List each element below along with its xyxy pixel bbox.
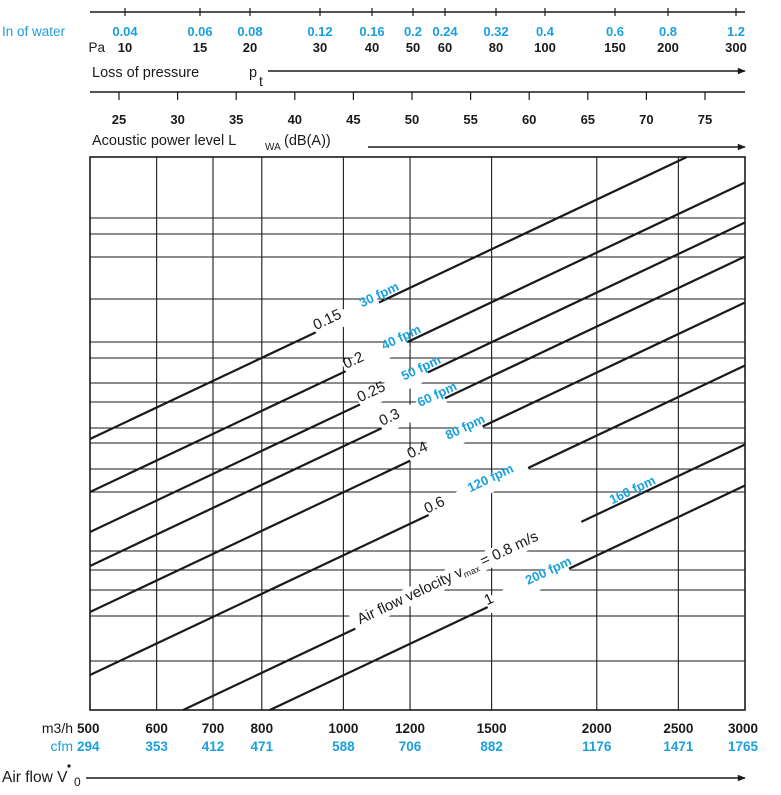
airflow-label-text: Air flow V bbox=[2, 769, 68, 786]
pressure-tick-pa: 100 bbox=[534, 40, 556, 55]
pressure-scale: In of water Pa 0.04100.06150.08200.12300… bbox=[2, 8, 747, 89]
acoustic-tick-label: 40 bbox=[288, 112, 302, 127]
pressure-label-text: Loss of pressure bbox=[92, 65, 199, 81]
line-label-gap bbox=[377, 390, 449, 435]
line-label-gap bbox=[356, 364, 431, 411]
acoustic-tick-label: 65 bbox=[581, 112, 595, 127]
acoustic-scale: 25 30 35 40 45 50 55 60 65 70 75 Acoustic power le… bbox=[90, 91, 746, 153]
x-tick-cfm: 471 bbox=[251, 739, 274, 754]
pressure-tick-pa: 15 bbox=[193, 40, 207, 55]
acoustic-tick-label: 55 bbox=[463, 112, 477, 127]
pressure-tick-pa: 150 bbox=[604, 40, 626, 55]
pressure-tick-pa: 10 bbox=[118, 40, 132, 55]
acoustic-label-post: (dB(A)) bbox=[284, 133, 331, 149]
pressure-label: Loss of pressure bbox=[92, 65, 199, 81]
x-tick-m3h: 700 bbox=[202, 721, 225, 736]
acoustic-tick-label: 25 bbox=[112, 112, 126, 127]
airflow-dot-accent bbox=[67, 764, 71, 768]
line-label-gap bbox=[424, 459, 532, 522]
plot-frame bbox=[89, 156, 746, 711]
velocity-line-0.15 bbox=[89, 156, 688, 440]
velocity-caption-gap bbox=[349, 508, 583, 632]
unit-in-of-water: In of water bbox=[2, 24, 66, 39]
x-tick-cfm: 706 bbox=[399, 739, 422, 754]
acoustic-label: Acoustic power level L bbox=[92, 133, 236, 149]
x-tick-m3h: 500 bbox=[77, 721, 100, 736]
acoustic-label-sub: WA bbox=[265, 142, 281, 153]
pressure-tick-in: 0.04 bbox=[112, 24, 138, 39]
x-tick-cfm: 294 bbox=[77, 739, 100, 754]
x-tick-cfm: 1176 bbox=[582, 739, 612, 754]
x-tick-cfm: 1765 bbox=[728, 739, 759, 754]
velocity-caption-eq: = 0.8 m/s bbox=[474, 528, 541, 572]
x-tick-cfm: 353 bbox=[145, 739, 168, 754]
x-tick-m3h: 1000 bbox=[328, 721, 358, 736]
pressure-tick-in: 0.6 bbox=[606, 24, 624, 39]
x-tick-cfm: 882 bbox=[480, 739, 503, 754]
pressure-tick-in: 0.8 bbox=[659, 24, 677, 39]
line-label-gap bbox=[341, 334, 411, 378]
pressure-tick-pa: 40 bbox=[365, 40, 379, 55]
x-tick-m3h: 2500 bbox=[663, 721, 693, 736]
pressure-tick-in: 0.08 bbox=[237, 24, 262, 39]
acoustic-tick-label: 75 bbox=[698, 112, 712, 127]
x-tick-cfm: 412 bbox=[202, 739, 225, 754]
x-tick-m3h: 1500 bbox=[477, 721, 507, 736]
pressure-tick-pa: 80 bbox=[489, 40, 503, 55]
x-tick-m3h: 1200 bbox=[395, 721, 425, 736]
line-label-gap bbox=[311, 294, 383, 339]
acoustic-tick-label: 35 bbox=[229, 112, 243, 127]
airflow-label: Air flow V bbox=[2, 769, 68, 786]
pressure-tick-in: 0.32 bbox=[483, 24, 508, 39]
pressure-tick-pa: 20 bbox=[243, 40, 257, 55]
x-tick-m3h: 3000 bbox=[728, 721, 758, 736]
acoustic-tick-label: 45 bbox=[346, 112, 360, 127]
acoustic-tick-label: 60 bbox=[522, 112, 536, 127]
airflow-label-sub: 0 bbox=[74, 775, 81, 789]
velocity-line-0.2 bbox=[89, 181, 746, 493]
unit-cfm: cfm bbox=[50, 738, 73, 754]
acoustic-tick-label: 30 bbox=[170, 112, 184, 127]
pressure-tick-in: 0.16 bbox=[359, 24, 384, 39]
velocity-caption: Air flow velocity vmax = 0.8 m/s bbox=[354, 528, 541, 629]
velocity-line-0.6 bbox=[89, 364, 746, 676]
pressure-tick-in: 0.12 bbox=[307, 24, 332, 39]
line-label-gap bbox=[406, 418, 486, 468]
acoustic-label-pre: Acoustic power level L bbox=[92, 133, 236, 149]
unit-pa: Pa bbox=[88, 40, 105, 55]
unit-m3h: m3/h bbox=[42, 720, 73, 736]
pressure-tick-in: 0.24 bbox=[432, 24, 458, 39]
x-tick-cfm: 588 bbox=[332, 739, 355, 754]
pressure-tick-pa: 30 bbox=[313, 40, 327, 55]
line-label-gap bbox=[483, 560, 573, 614]
pressure-tick-in: 1.2 bbox=[727, 24, 745, 39]
acoustic-tick-label: 50 bbox=[405, 112, 419, 127]
pressure-symbol: p bbox=[249, 65, 257, 81]
pressure-tick-pa: 200 bbox=[657, 40, 679, 55]
pressure-tick-in: 0.2 bbox=[404, 24, 422, 39]
pressure-tick-pa: 60 bbox=[438, 40, 452, 55]
x-tick-cfm: 1471 bbox=[663, 739, 694, 754]
x-tick-m3h: 2000 bbox=[582, 721, 612, 736]
pressure-tick-pa: 50 bbox=[406, 40, 420, 55]
x-tick-m3h: 600 bbox=[145, 721, 168, 736]
pressure-tick-in: 0.06 bbox=[187, 24, 212, 39]
acoustic-tick-label: 70 bbox=[639, 112, 653, 127]
pressure-tick-pa: 300 bbox=[725, 40, 747, 55]
pressure-symbol-sub: t bbox=[259, 73, 263, 89]
pressure-symbol-p: p bbox=[249, 65, 257, 81]
pressure-tick-in: 0.4 bbox=[536, 24, 555, 39]
x-tick-m3h: 800 bbox=[251, 721, 274, 736]
airflow-axis: m3/h cfm 500 294 600 353 700 412 800 471 1000 588… bbox=[2, 720, 758, 789]
